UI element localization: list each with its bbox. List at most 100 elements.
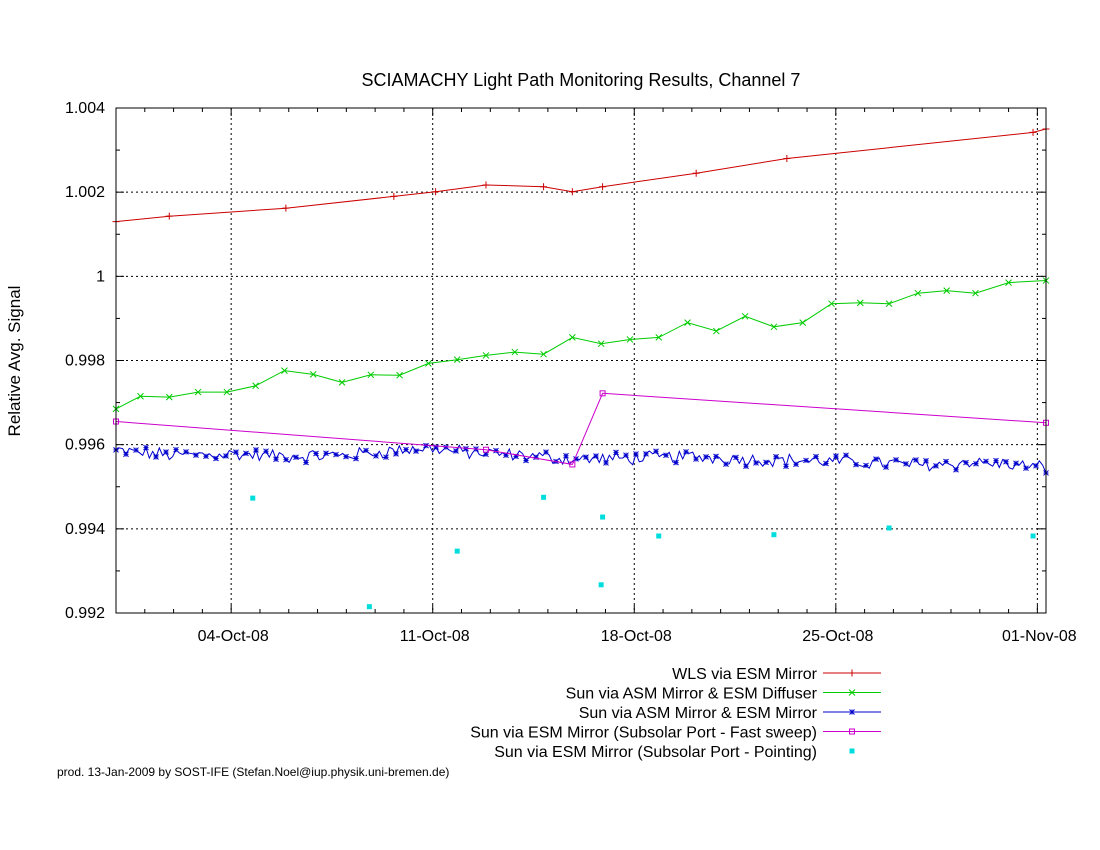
star-marker xyxy=(613,449,619,456)
star-marker xyxy=(203,453,209,460)
x-marker xyxy=(511,348,519,356)
star-marker xyxy=(973,460,979,467)
dot-marker xyxy=(656,533,662,539)
x-marker xyxy=(165,393,173,401)
plus-marker xyxy=(848,669,856,677)
star-marker xyxy=(333,451,339,458)
x-tick-label: 18-Oct-08 xyxy=(601,628,672,645)
star-marker xyxy=(873,456,879,463)
x-marker xyxy=(741,312,749,320)
x-marker xyxy=(425,360,432,367)
legend: WLS via ESM Mirror Sun via ASM Mirror & E… xyxy=(470,666,881,761)
star-marker xyxy=(373,453,379,459)
star-marker xyxy=(803,457,809,464)
star-marker xyxy=(943,458,949,465)
dot-marker xyxy=(454,548,460,554)
star-marker xyxy=(213,455,219,462)
star-marker xyxy=(533,454,539,461)
star-marker xyxy=(143,444,149,451)
y-tick-label: 0.998 xyxy=(65,353,105,370)
star-marker xyxy=(743,463,749,470)
series-layer xyxy=(112,125,1050,610)
x-marker xyxy=(137,392,144,400)
dot-marker xyxy=(250,495,256,501)
star-marker xyxy=(593,453,599,459)
axis-ticks: 0.992 0.994 0.996 0.998 1 1.002 1.004 04-Oct-08… xyxy=(65,100,1077,645)
star-marker xyxy=(453,448,459,454)
star-marker xyxy=(623,452,629,459)
x-marker xyxy=(482,352,490,359)
star-marker xyxy=(713,453,719,460)
plus-marker xyxy=(390,192,398,200)
x-marker xyxy=(684,319,691,326)
dot-marker xyxy=(849,748,855,754)
dot-marker xyxy=(598,582,604,588)
star-marker xyxy=(513,453,519,460)
y-tick-label: 0.992 xyxy=(65,605,105,622)
star-marker xyxy=(323,450,329,457)
star-marker xyxy=(163,449,169,455)
star-marker xyxy=(173,446,179,453)
star-marker xyxy=(413,448,419,454)
star-marker xyxy=(833,453,839,459)
x-marker xyxy=(770,323,778,331)
star-marker xyxy=(883,464,889,470)
star-marker xyxy=(643,451,649,457)
series-1 xyxy=(112,125,1050,226)
star-marker xyxy=(463,445,469,452)
star-marker xyxy=(523,457,529,464)
star-marker xyxy=(913,457,919,463)
star-marker xyxy=(653,448,659,455)
star-marker xyxy=(253,446,259,453)
star-marker xyxy=(933,463,939,469)
star-marker xyxy=(403,446,409,453)
star-marker xyxy=(843,452,849,459)
x-marker xyxy=(396,371,403,379)
x-marker xyxy=(626,336,634,343)
x-marker xyxy=(597,340,605,348)
y-tick-label: 0.994 xyxy=(65,521,105,538)
series-3 xyxy=(113,442,1049,476)
legend-label: Sun via ESM Mirror (Subsolar Port - Poin… xyxy=(494,744,817,761)
x-marker xyxy=(252,382,259,390)
star-marker xyxy=(313,450,319,457)
star-marker xyxy=(433,444,439,450)
star-marker xyxy=(263,448,269,455)
star-marker xyxy=(183,448,189,455)
y-tick-label: 1 xyxy=(96,268,105,285)
square-marker xyxy=(849,728,855,735)
plus-marker xyxy=(599,183,607,191)
star-marker xyxy=(923,457,929,464)
star-marker xyxy=(1033,462,1039,469)
star-marker xyxy=(443,444,449,451)
x-marker xyxy=(338,379,346,386)
star-marker xyxy=(1003,458,1009,465)
x-marker xyxy=(712,327,720,335)
star-marker xyxy=(663,452,669,459)
star-marker xyxy=(993,457,999,464)
x-marker xyxy=(655,334,663,341)
dot-marker xyxy=(366,604,372,610)
x-marker xyxy=(914,289,922,297)
grid-lines xyxy=(116,108,1046,613)
plus-marker xyxy=(165,212,173,220)
star-marker xyxy=(983,458,989,465)
x-marker xyxy=(799,319,807,326)
y-axis-label: Relative Avg. Signal xyxy=(5,286,24,437)
star-marker xyxy=(193,452,199,458)
star-marker xyxy=(763,459,769,466)
star-marker xyxy=(633,451,639,457)
plus-marker xyxy=(568,188,576,196)
y-tick-label: 0.996 xyxy=(65,437,105,454)
series-2 xyxy=(112,277,1050,413)
y-tick-label: 1.004 xyxy=(65,100,105,117)
series-line xyxy=(115,128,1047,223)
star-marker xyxy=(823,460,829,467)
plus-marker xyxy=(282,204,290,212)
star-marker xyxy=(503,452,509,459)
plus-marker xyxy=(482,181,490,189)
star-marker xyxy=(233,449,239,455)
series-5 xyxy=(250,494,1036,610)
x-marker xyxy=(540,350,547,358)
star-marker xyxy=(863,462,869,469)
